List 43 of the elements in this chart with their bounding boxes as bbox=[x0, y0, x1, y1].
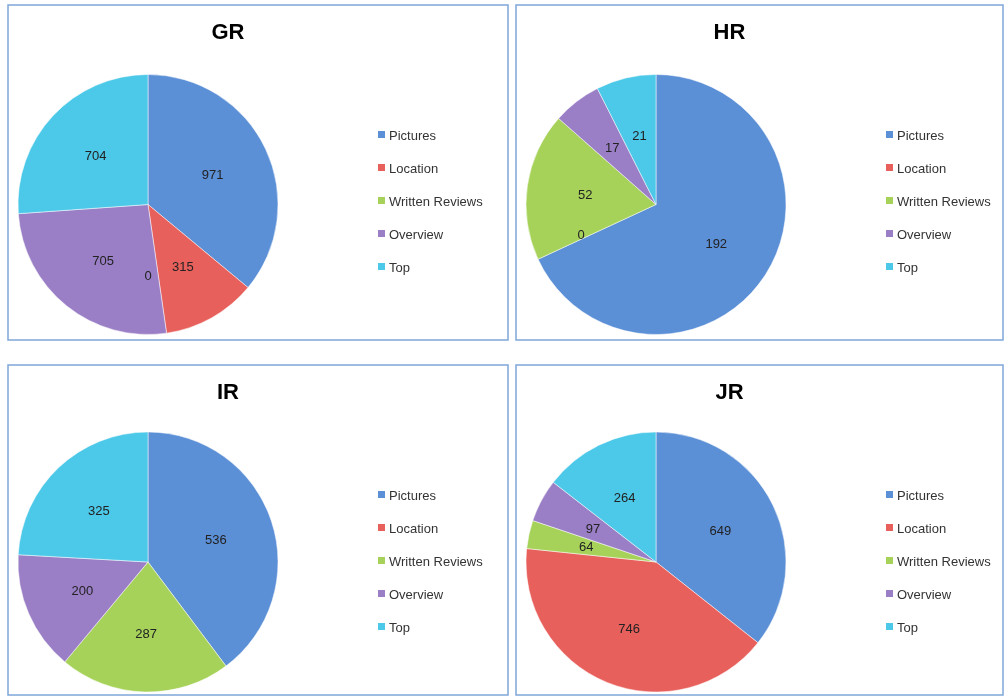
legend-label: Pictures bbox=[897, 487, 945, 503]
legend-label: Location bbox=[897, 160, 947, 176]
legend-label: Top bbox=[389, 259, 410, 275]
legend-label: Written Reviews bbox=[897, 553, 992, 569]
legend-label: Overview bbox=[389, 586, 444, 602]
legend-label: Top bbox=[897, 259, 918, 275]
data-label: 971 bbox=[201, 166, 224, 182]
data-label: 200 bbox=[71, 583, 94, 599]
data-label: 192 bbox=[705, 235, 728, 251]
text: 0 bbox=[577, 227, 585, 243]
legend-label: Written Reviews bbox=[389, 193, 484, 209]
legend-label: Top bbox=[389, 619, 410, 635]
data-label: 325 bbox=[88, 502, 110, 518]
data-label: 746 bbox=[618, 620, 640, 636]
data-label: 705 bbox=[92, 252, 114, 268]
chart-title: JR bbox=[715, 379, 744, 404]
chart-title: HR bbox=[713, 19, 746, 44]
data-label: 97 bbox=[585, 520, 601, 536]
data-label: 52 bbox=[578, 186, 593, 202]
data-label: 315 bbox=[172, 259, 194, 275]
chart-title: GR bbox=[211, 19, 245, 44]
chart-title: IR bbox=[217, 379, 240, 404]
data-label: 704 bbox=[84, 148, 107, 164]
data-label: 287 bbox=[135, 626, 158, 642]
legend-label: Overview bbox=[389, 226, 444, 242]
legend-label: Location bbox=[389, 160, 439, 176]
legend-label: Pictures bbox=[389, 127, 437, 143]
legend-label: Pictures bbox=[897, 127, 945, 143]
legend-label: Overview bbox=[897, 586, 952, 602]
data-label: 536 bbox=[204, 531, 227, 547]
data-label: 17 bbox=[605, 140, 620, 156]
legend-label: Written Reviews bbox=[389, 553, 484, 569]
data-label: 21 bbox=[632, 127, 647, 143]
data-label: 264 bbox=[613, 490, 636, 506]
legend-label: Pictures bbox=[389, 487, 437, 503]
data-label: 649 bbox=[709, 523, 732, 539]
legend-label: Overview bbox=[897, 226, 952, 242]
legend-label: Location bbox=[389, 520, 439, 536]
legend-label: Location bbox=[897, 520, 947, 536]
text: 0 bbox=[144, 267, 152, 283]
legend-label: Written Reviews bbox=[897, 193, 992, 209]
legend-label: Top bbox=[897, 619, 918, 635]
data-label: 64 bbox=[578, 539, 594, 555]
